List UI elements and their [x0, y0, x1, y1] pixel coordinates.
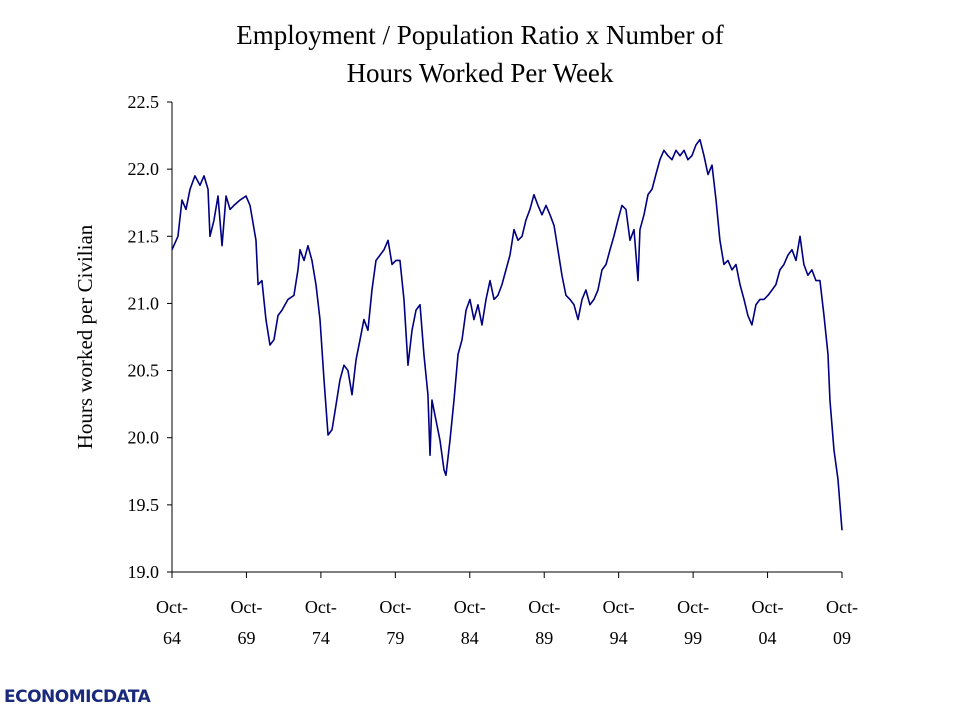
x-tick-label: Oct-99 [677, 597, 710, 648]
y-tick-label: 21.5 [128, 226, 160, 246]
x-tick-label: Oct-94 [602, 597, 635, 648]
logo: ECONOMICDATA [4, 687, 151, 707]
chart-title: Employment / Population Ratio x Number o… [236, 20, 724, 50]
x-tick-label: Oct-64 [156, 597, 188, 648]
y-tick-label: 22.5 [128, 92, 160, 112]
y-tick-label: 20.0 [128, 428, 160, 448]
x-tick-label: Oct-79 [379, 597, 412, 648]
x-tick-label: Oct-84 [453, 597, 486, 648]
chart-title: Hours Worked Per Week [346, 58, 614, 88]
y-tick-label: 20.5 [128, 361, 160, 381]
y-axis-label: Hours worked per Civilian [73, 224, 97, 449]
x-tick-label: Oct-09 [826, 597, 858, 648]
y-tick-label: 21.0 [128, 293, 160, 313]
y-tick-label: 19.5 [128, 495, 160, 515]
y-tick-label: 22.0 [128, 159, 160, 179]
x-tick-label: Oct-74 [304, 597, 337, 648]
x-tick-label: Oct-04 [751, 597, 784, 648]
data-line [171, 138, 843, 531]
x-tick-label: Oct-69 [230, 597, 263, 648]
x-tick-label: Oct-89 [528, 597, 561, 648]
y-tick-label: 19.0 [128, 562, 160, 582]
